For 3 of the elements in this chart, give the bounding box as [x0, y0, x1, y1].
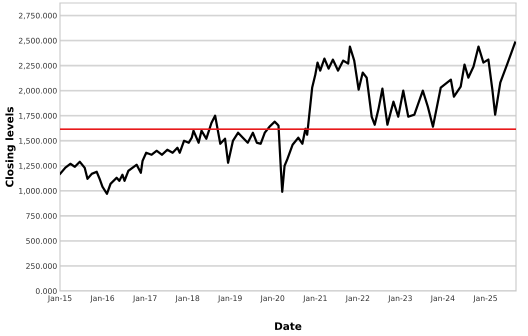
- line-series: [60, 41, 516, 195]
- y-axis-title: Closing levels: [5, 107, 16, 187]
- x-axis-title: Date: [275, 322, 302, 330]
